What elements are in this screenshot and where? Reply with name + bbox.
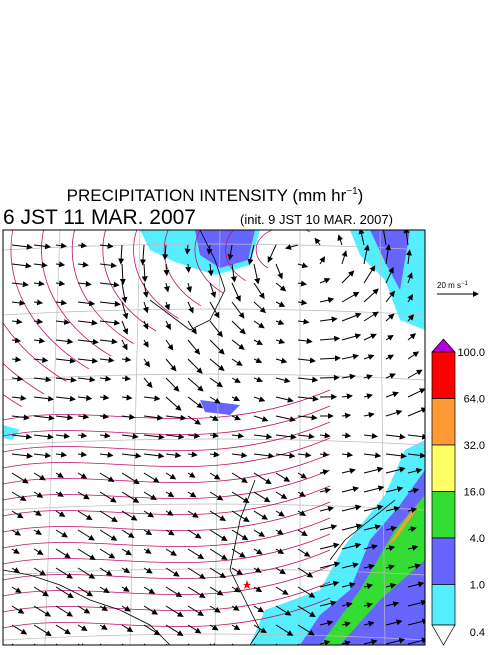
colorbar-label: 100.0 (457, 347, 485, 359)
colorbar-label: 4.0 (470, 533, 485, 545)
colorbar-segment (432, 352, 455, 399)
colorbar-label: 16.0 (464, 487, 485, 499)
colorbar: 100.0 64.0 32.0 16.0 4.0 1.0 0.4 (432, 339, 485, 645)
colorbar-label: 0.4 (470, 627, 485, 639)
title-sup: −1 (346, 186, 358, 197)
title-close: ) (358, 186, 364, 205)
colorbar-label: 64.0 (464, 394, 485, 406)
colorbar-label: 32.0 (464, 440, 485, 452)
title: PRECIPITATION INTENSITY (mm hr−1) (67, 186, 364, 205)
colorbar-segment (432, 399, 455, 446)
valid-time: 6 JST 11 MAR. 2007 (3, 206, 196, 229)
wind-vector (188, 264, 189, 272)
wind-scale-label: 20 m s−1 (437, 281, 469, 290)
wind-vector (320, 377, 339, 378)
wind-scale-main: 20 m s (437, 281, 461, 290)
graticule-line (460, 230, 470, 645)
colorbar-segment (432, 585, 455, 626)
title-main: PRECIPITATION INTENSITY (mm hr (67, 186, 347, 205)
colorbar-label: 1.0 (470, 580, 485, 592)
init-time: (init. 9 JST 10 MAR. 2007) (240, 212, 393, 227)
colorbar-segment (432, 538, 455, 585)
colorbar-segment (432, 492, 455, 539)
colorbar-segment (432, 445, 455, 492)
colorbar-over (432, 339, 455, 352)
wind-scale-sup: −1 (461, 281, 469, 287)
colorbar-under (432, 625, 455, 645)
